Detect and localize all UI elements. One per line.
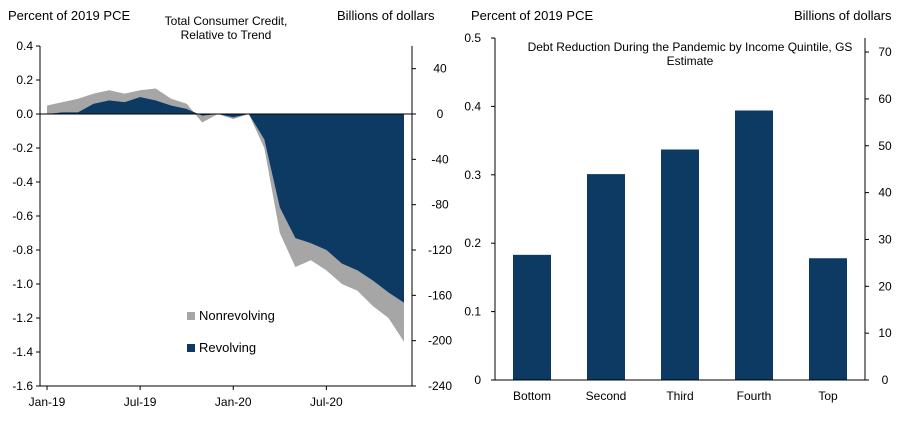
chart-title-text: Debt Reduction During the Pandemic by In… (527, 40, 853, 68)
bar-top (809, 258, 847, 380)
left-tick-label: -0.6 (12, 209, 33, 223)
x-category-label: Bottom (513, 389, 551, 403)
nonrevolving-swatch (187, 311, 195, 320)
left-tick-label: 0.1 (464, 305, 481, 319)
right-tick-label: 60 (878, 92, 892, 106)
right-tick-label: 0 (882, 373, 889, 387)
right-tick-label: 0 (437, 107, 444, 121)
right-tick-label: 40 (433, 62, 447, 76)
x-tick-label: Jan-20 (215, 395, 252, 409)
left-tick-label: 0.0 (16, 107, 33, 121)
x-category-label: Fourth (737, 389, 772, 403)
chart-title: Total Consumer Credit, Relative to Trend (164, 14, 288, 42)
right-tick-label: -120 (428, 243, 452, 257)
left-tick-label: 0.4 (16, 39, 33, 53)
legend-label-revolving: Revolving (199, 340, 257, 355)
bar-second (587, 174, 625, 380)
bar-fourth (735, 110, 773, 380)
legend-item-revolving: Revolving (187, 340, 256, 355)
left-tick-label: -0.2 (12, 141, 33, 155)
x-category-label: Third (666, 389, 693, 403)
left-tick-label: -1.6 (12, 379, 33, 393)
left-tick-label: -1.4 (12, 345, 33, 359)
left-axis-label: Percent of 2019 PCE (8, 8, 131, 23)
consumer-credit-chart: Percent of 2019 PCE Billions of dollars … (0, 0, 455, 426)
left-tick-label: -1.2 (12, 311, 33, 325)
right-tick-label: -200 (428, 334, 452, 348)
right-tick-label: 30 (878, 232, 892, 246)
left-tick-label: 0.2 (16, 73, 33, 87)
right-tick-label: -160 (428, 288, 452, 302)
left-tick-label: 0.5 (464, 31, 481, 45)
right-tick-label: -40 (431, 152, 449, 166)
debt-reduction-chart: Percent of 2019 PCE Billions of dollars … (455, 0, 918, 426)
legend-label-nonrevolving: Nonrevolving (199, 308, 275, 323)
right-tick-label: 40 (878, 186, 892, 200)
x-category-label: Second (586, 389, 627, 403)
x-tick-label: Jul-19 (124, 395, 157, 409)
right-tick-label: -80 (431, 198, 449, 212)
bar-third (661, 149, 699, 380)
right-tick-label: 50 (878, 139, 892, 153)
legend-item-nonrevolving: Nonrevolving (187, 308, 275, 323)
right-axis-label: Billions of dollars (337, 8, 435, 23)
left-tick-label: -0.8 (12, 243, 33, 257)
left-tick-label: 0.2 (464, 236, 481, 250)
x-tick-label: Jan-19 (29, 395, 66, 409)
left-tick-label: 0.3 (464, 168, 481, 182)
right-axis-label: Billions of dollars (794, 8, 892, 23)
chart-title: Debt Reduction During the Pandemic by In… (510, 40, 870, 68)
consumer-credit-plot: 0.4 0.2 0.0 -0.2 -0.4 -0.6 -0.8 -1.0 -1.2 -1.4 -1.… (12, 39, 452, 409)
x-tick-label: Jul-20 (310, 395, 343, 409)
left-tick-label: 0 (474, 373, 481, 387)
right-tick-label: -240 (428, 379, 452, 393)
right-tick-label: 10 (878, 326, 892, 340)
left-tick-label: -0.4 (12, 175, 33, 189)
x-category-label: Top (818, 389, 838, 403)
left-tick-label: -1.0 (12, 277, 33, 291)
revolving-swatch (187, 343, 195, 352)
right-tick-label: 70 (878, 45, 892, 59)
debt-reduction-plot: Bottom Second Third Fourth Top 0.5 0.4 0.3 0.2 0.… (464, 31, 892, 403)
left-tick-label: 0.4 (464, 99, 481, 113)
revolving-area (47, 97, 404, 303)
right-tick-label: 20 (878, 279, 892, 293)
bar-bottom (513, 254, 551, 380)
left-axis-label: Percent of 2019 PCE (471, 8, 594, 23)
